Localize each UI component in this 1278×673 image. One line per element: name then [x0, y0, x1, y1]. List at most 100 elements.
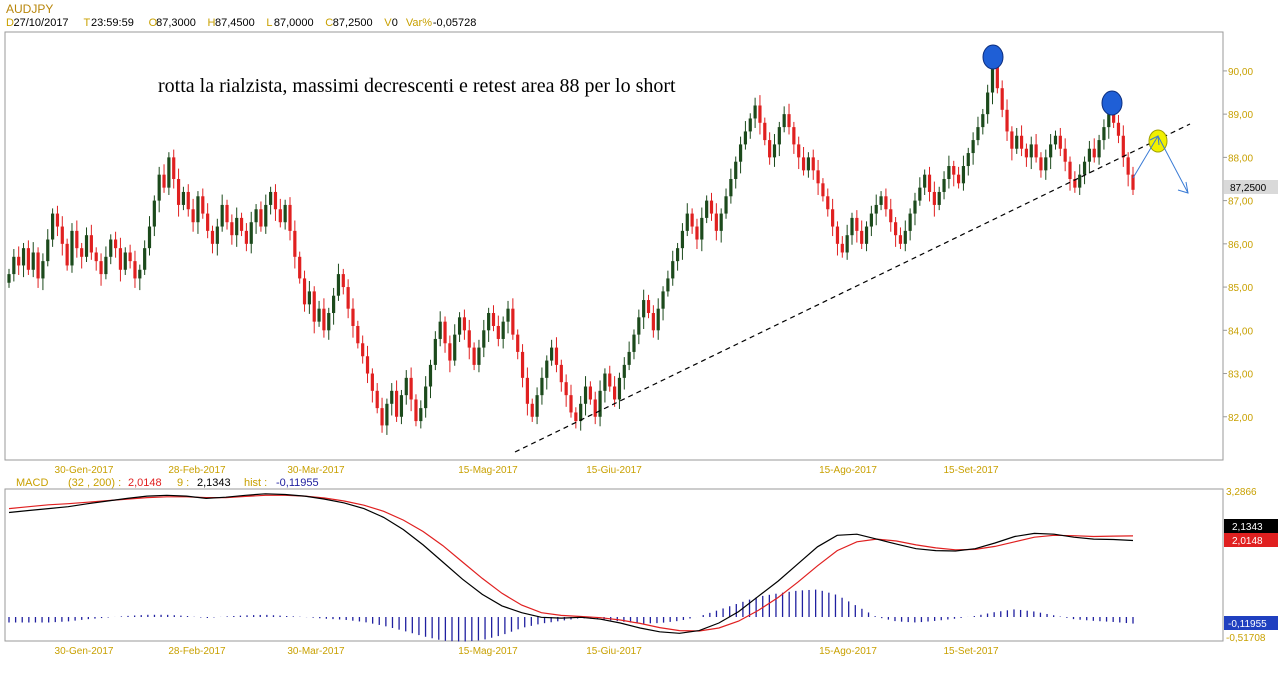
candle-body	[705, 200, 709, 218]
candle-body	[937, 191, 941, 205]
candle-body	[540, 377, 544, 396]
candle-body	[671, 261, 675, 279]
candle-body	[433, 338, 437, 365]
header-value: 23:59:59	[91, 17, 134, 29]
candle-body	[1131, 174, 1135, 190]
candle-body	[244, 230, 248, 244]
candle-body	[75, 230, 79, 249]
candle-body	[46, 239, 50, 262]
candle-body	[147, 226, 152, 249]
candle-body	[428, 364, 433, 387]
candle-body	[1053, 135, 1058, 145]
header-key: L	[266, 17, 272, 29]
candle-body	[971, 140, 975, 154]
candle-body	[312, 291, 316, 322]
candle-body	[1044, 157, 1048, 171]
candle-body	[811, 157, 815, 171]
candle-body	[787, 114, 791, 128]
header-key: D	[6, 17, 14, 29]
candle-body	[7, 274, 11, 283]
macd-x-tick-label: 28-Feb-2017	[168, 646, 226, 657]
header-value: 0	[392, 17, 398, 29]
header-value: 87,4500	[215, 17, 255, 29]
candle-body	[462, 317, 467, 331]
candle-body	[637, 317, 641, 335]
candle-body	[738, 144, 743, 162]
candle-body	[986, 92, 990, 115]
x-tick-label: 15-Mag-2017	[458, 465, 518, 476]
candle-body	[259, 209, 263, 227]
candle-body	[956, 174, 961, 184]
header-key: V	[384, 17, 392, 29]
candle-body	[399, 395, 404, 417]
y-tick-label: 84,00	[1228, 326, 1253, 337]
candle-body	[709, 200, 714, 214]
candle-body	[176, 178, 181, 205]
candle-body	[797, 144, 801, 158]
down-arrow-head	[1177, 181, 1189, 194]
candle-body	[239, 217, 244, 231]
candle-body	[777, 127, 781, 145]
candle-body	[995, 62, 999, 89]
candle-body	[743, 131, 748, 145]
candle-body	[753, 105, 757, 119]
candle-body	[627, 351, 631, 365]
candle-body	[186, 191, 190, 210]
y-tick-label: 85,00	[1228, 283, 1253, 294]
candle-body	[172, 157, 176, 179]
candle-body	[840, 243, 844, 253]
header-key: O	[149, 17, 158, 29]
candle-body	[99, 261, 103, 275]
lower-high-marker-1	[982, 44, 1004, 70]
candle-body	[1029, 144, 1033, 158]
candle-body	[21, 248, 26, 266]
candle-body	[1058, 135, 1062, 149]
candle-body	[632, 334, 636, 352]
candle-body	[361, 343, 365, 357]
candle-body	[1102, 127, 1106, 141]
candle-body	[394, 390, 399, 417]
candle-body	[782, 114, 786, 128]
candle-body	[545, 360, 549, 378]
candle-body	[70, 230, 74, 266]
candle-body	[157, 174, 161, 201]
candle-body	[322, 308, 326, 331]
candle-body	[215, 226, 219, 244]
candle-body	[128, 252, 132, 262]
candle-body	[94, 252, 98, 262]
candle-body	[341, 274, 345, 288]
candle-body	[748, 118, 752, 132]
candle-body	[385, 403, 389, 426]
candle-body	[491, 313, 496, 326]
candle-body	[564, 382, 568, 396]
candle-body	[327, 313, 331, 331]
candle-body	[918, 187, 922, 201]
x-tick-label: 15-Ago-2017	[819, 465, 877, 476]
candle-body	[191, 209, 195, 223]
candle-body	[457, 317, 462, 335]
macd-header-text: (32 , 200) :	[68, 477, 121, 489]
candle-body	[758, 105, 762, 123]
y-tick-label: 87,00	[1228, 197, 1253, 208]
candle-body	[162, 174, 166, 188]
candle-body	[559, 364, 563, 383]
candle-body	[133, 261, 137, 279]
candle-body	[942, 178, 946, 192]
header-key: Var%	[406, 17, 432, 29]
candle-body	[952, 166, 956, 175]
candle-body	[453, 334, 457, 361]
candle-body	[608, 373, 612, 387]
candle-body	[831, 209, 835, 227]
candle-body	[36, 252, 40, 279]
candle-body	[26, 248, 30, 270]
candle-body	[530, 403, 534, 417]
candle-body	[346, 287, 350, 309]
candle-body	[874, 204, 878, 214]
candle-body	[307, 291, 311, 305]
header-key: H	[208, 17, 216, 29]
y-tick-label: 90,00	[1228, 67, 1253, 78]
candle-body	[583, 386, 588, 404]
candle-body	[273, 191, 278, 210]
macd-x-tick-label: 15-Ago-2017	[819, 646, 877, 657]
